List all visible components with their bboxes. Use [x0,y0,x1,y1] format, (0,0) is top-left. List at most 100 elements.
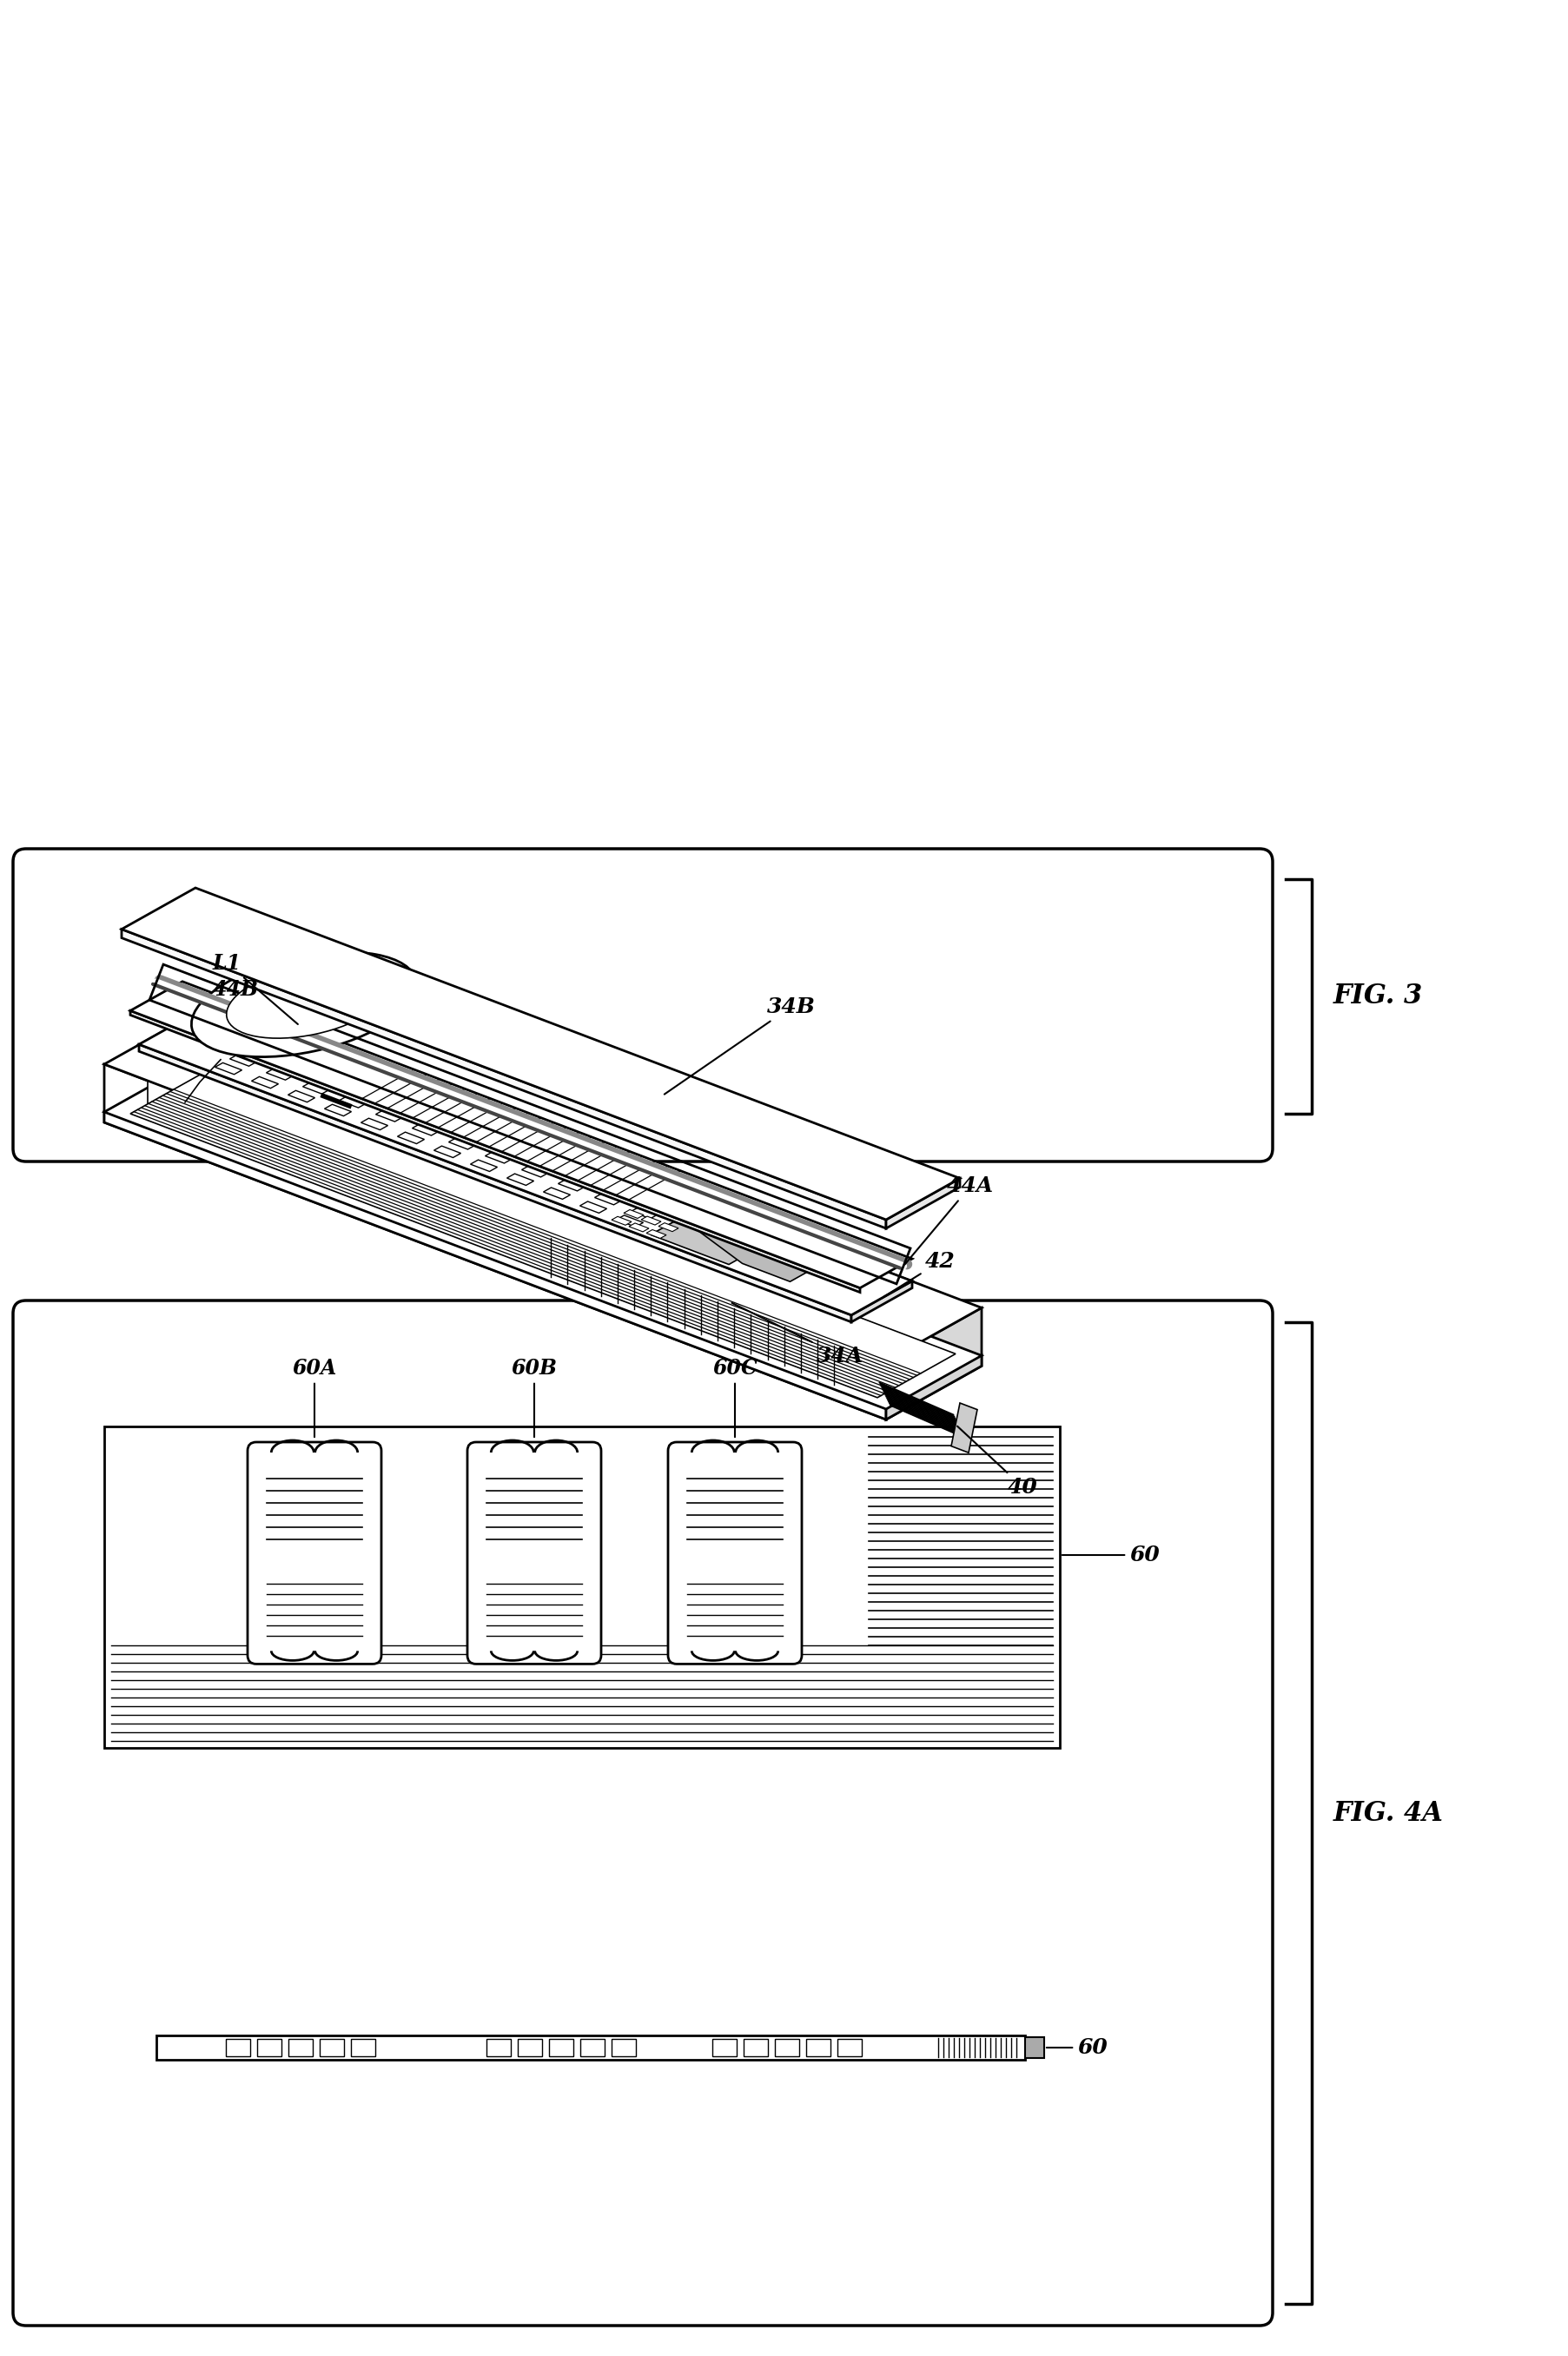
Polygon shape [950,1404,977,1454]
Polygon shape [550,1150,577,1162]
Text: 44A: 44A [905,1176,994,1265]
Bar [157,2036,1024,2059]
Text: FIG. 4A: FIG. 4A [1333,1800,1443,1826]
Text: 40: 40 [956,1425,1038,1498]
Polygon shape [426,1114,453,1126]
Polygon shape [652,1230,679,1242]
Polygon shape [734,1218,760,1230]
Polygon shape [624,1176,651,1187]
Polygon shape [130,1011,859,1293]
Text: 44B: 44B [213,978,259,999]
Text: 60: 60 [1046,2038,1107,2059]
Polygon shape [245,1046,271,1058]
Polygon shape [688,1244,717,1256]
Bar [320,2038,343,2057]
Polygon shape [267,1067,293,1079]
Polygon shape [470,1159,497,1171]
Polygon shape [704,1235,731,1246]
Bar [289,2038,312,2057]
Polygon shape [608,1185,637,1197]
Polygon shape [478,1121,505,1133]
Bar [486,2038,511,2057]
Polygon shape [140,1011,911,1315]
Polygon shape [397,1133,423,1143]
Bar [257,2038,281,2057]
Bar [580,2038,604,2057]
Polygon shape [646,1199,673,1211]
Polygon shape [325,1105,351,1117]
Ellipse shape [191,952,417,1058]
Polygon shape [641,1216,660,1225]
Polygon shape [651,1216,760,1265]
Bar [226,2038,249,2057]
Text: L1: L1 [213,952,298,1025]
Polygon shape [485,1152,511,1164]
Text: 60C: 60C [712,1357,757,1437]
Polygon shape [616,1216,643,1227]
Text: 34B: 34B [663,997,815,1093]
Polygon shape [405,1093,431,1105]
Text: 34A: 34A [731,1303,862,1366]
Polygon shape [572,1171,599,1183]
Polygon shape [668,1220,695,1232]
FancyBboxPatch shape [674,1449,795,1659]
Polygon shape [506,1173,533,1185]
Polygon shape [103,1112,886,1421]
Polygon shape [522,1166,549,1178]
Polygon shape [259,1039,285,1051]
Polygon shape [886,1178,960,1227]
Polygon shape [543,1187,571,1199]
Polygon shape [215,1063,241,1074]
Polygon shape [624,1209,643,1218]
Text: 42: 42 [883,1251,955,1296]
Ellipse shape [226,961,390,1039]
Polygon shape [630,1206,657,1218]
FancyBboxPatch shape [254,1449,375,1659]
Polygon shape [303,1081,329,1093]
Bar [775,2038,798,2057]
Polygon shape [659,1223,677,1232]
Polygon shape [354,1088,381,1100]
Polygon shape [660,1190,687,1202]
Polygon shape [580,1202,607,1213]
Polygon shape [558,1180,585,1190]
Polygon shape [718,1227,745,1239]
Polygon shape [594,1192,621,1204]
Polygon shape [103,1011,982,1362]
Polygon shape [629,1223,649,1232]
FancyBboxPatch shape [467,1442,601,1663]
Polygon shape [682,1213,709,1225]
FancyBboxPatch shape [668,1442,801,1663]
Polygon shape [886,1355,982,1421]
Bar [837,2038,861,2057]
Text: 60A: 60A [292,1357,337,1437]
Text: 60: 60 [1062,1546,1159,1564]
Bar [743,2038,767,2057]
Bar [712,2038,737,2057]
Polygon shape [140,1044,851,1322]
Polygon shape [147,1065,877,1390]
Polygon shape [514,1136,541,1147]
Text: FIG. 3: FIG. 3 [1333,982,1422,1011]
Polygon shape [122,928,886,1227]
Polygon shape [536,1157,563,1169]
Polygon shape [463,1129,491,1140]
Bar [103,1425,1060,1748]
Polygon shape [442,1107,469,1119]
FancyBboxPatch shape [474,1449,594,1659]
Polygon shape [103,1058,982,1409]
Polygon shape [886,1308,982,1421]
Polygon shape [696,1204,724,1216]
Polygon shape [448,1138,475,1150]
Polygon shape [317,1074,345,1086]
Bar [1024,2038,1044,2059]
Polygon shape [500,1143,527,1154]
Polygon shape [612,1216,632,1225]
Polygon shape [375,1110,403,1121]
Bar [351,2038,375,2057]
Polygon shape [434,1145,461,1157]
Polygon shape [296,1051,323,1063]
Polygon shape [368,1079,395,1091]
Polygon shape [390,1103,417,1114]
Polygon shape [229,1055,257,1067]
